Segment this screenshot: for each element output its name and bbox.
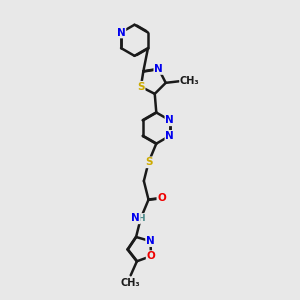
Text: CH₃: CH₃ [180, 76, 200, 86]
Text: N: N [117, 28, 125, 38]
Text: CH₃: CH₃ [121, 278, 140, 288]
Text: N: N [131, 213, 140, 223]
Text: N: N [146, 236, 155, 246]
Text: H: H [137, 214, 145, 223]
Text: S: S [145, 157, 152, 167]
Text: S: S [137, 82, 145, 92]
Text: O: O [158, 193, 166, 203]
Text: N: N [154, 64, 163, 74]
Text: O: O [147, 251, 155, 261]
Text: N: N [165, 131, 174, 141]
Text: N: N [165, 115, 174, 125]
